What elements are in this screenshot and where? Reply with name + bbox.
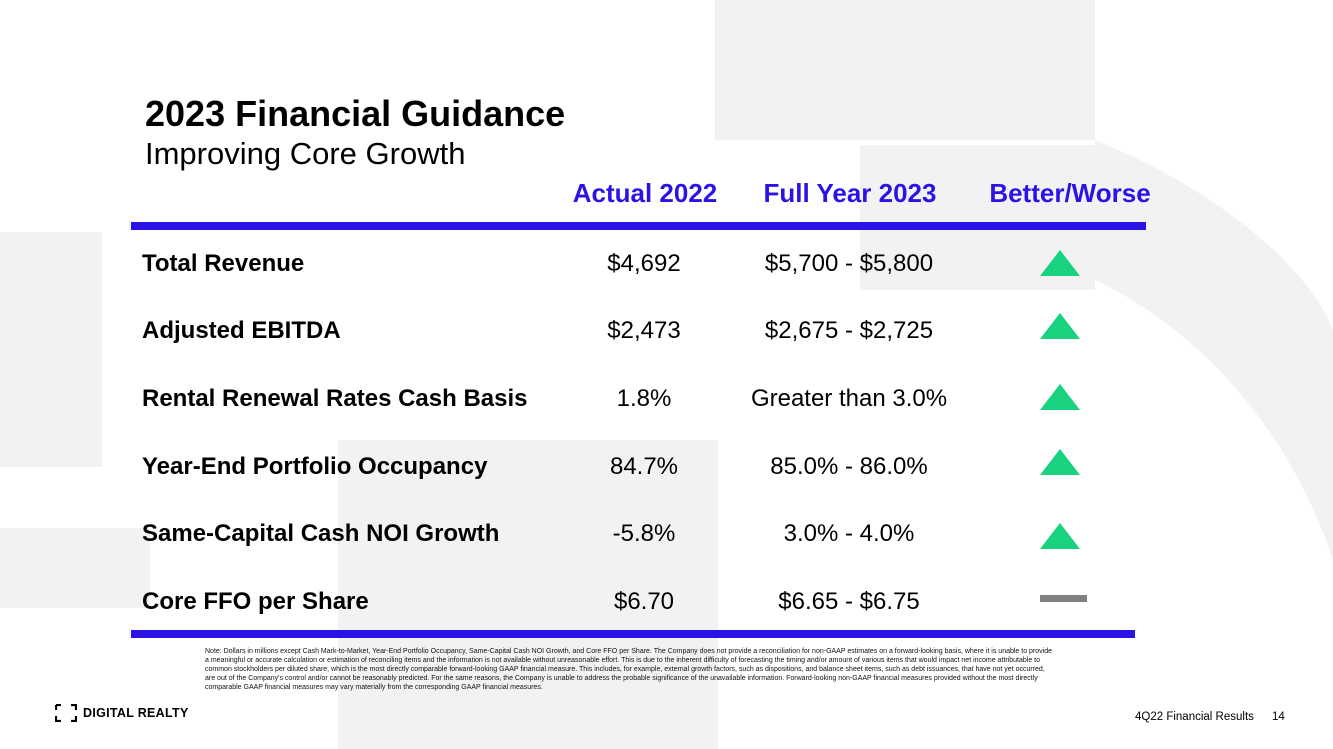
page-title: 2023 Financial Guidance [145,93,566,134]
cell-2023-year-end-occupancy: 85.0% - 86.0% [770,453,928,480]
cell-actual-adjusted-ebitda: $2,473 [607,317,681,344]
cell-actual-core-ffo: $6.70 [613,588,675,615]
row-label-adjusted-ebitda: Adjusted EBITDA [142,317,341,344]
triangle-up-icon [1040,523,1080,549]
row-label-same-capital-noi: Same-Capital Cash NOI Growth [142,520,500,547]
triangle-up-icon [1040,313,1080,339]
column-header-better-worse: Better/Worse [989,178,1151,208]
cell-actual-rental-renewal-rates: 1.8% [616,385,672,412]
background-block-lower-left [0,528,150,608]
table-top-rule [131,222,1146,230]
cell-2023-adjusted-ebitda: $2,675 - $2,725 [764,317,934,344]
footnote: Note: Dollars in millions except Cash Ma… [205,648,1053,691]
dash-icon [1040,595,1087,602]
triangle-up-icon [1040,250,1080,276]
cell-2023-rental-renewal-rates: Greater than 3.0% [750,385,948,412]
table-bottom-rule [131,630,1135,638]
column-header-full-year-2023: Full Year 2023 [763,178,937,208]
background-block-center [338,440,718,749]
bracket-logo-icon [55,704,77,722]
cell-2023-core-ffo: $6.65 - $6.75 [778,588,920,615]
row-label-rental-renewal-rates: Rental Renewal Rates Cash Basis [142,385,528,412]
company-logo: DIGITAL REALTY [55,703,189,723]
row-label-core-ffo: Core FFO per Share [142,588,369,615]
cell-2023-total-revenue: $5,700 - $5,800 [764,250,934,277]
cell-actual-same-capital-noi: -5.8% [612,520,676,547]
row-label-year-end-occupancy: Year-End Portfolio Occupancy [142,453,488,480]
cell-actual-year-end-occupancy: 84.7% [609,453,679,480]
column-header-actual-2022: Actual 2022 [572,178,718,208]
background-block-top [715,0,1095,140]
logo-text: DIGITAL REALTY [83,706,189,720]
row-label-total-revenue: Total Revenue [142,250,305,277]
page-number: 14 [1272,711,1285,723]
cell-actual-total-revenue: $4,692 [607,250,681,277]
triangle-up-icon [1040,449,1080,475]
page-subtitle: Improving Core Growth [145,136,466,171]
report-label: 4Q22 Financial Results [1135,711,1254,723]
background-block-left [0,232,102,467]
triangle-up-icon [1040,384,1080,410]
cell-2023-same-capital-noi: 3.0% - 4.0% [783,520,915,547]
